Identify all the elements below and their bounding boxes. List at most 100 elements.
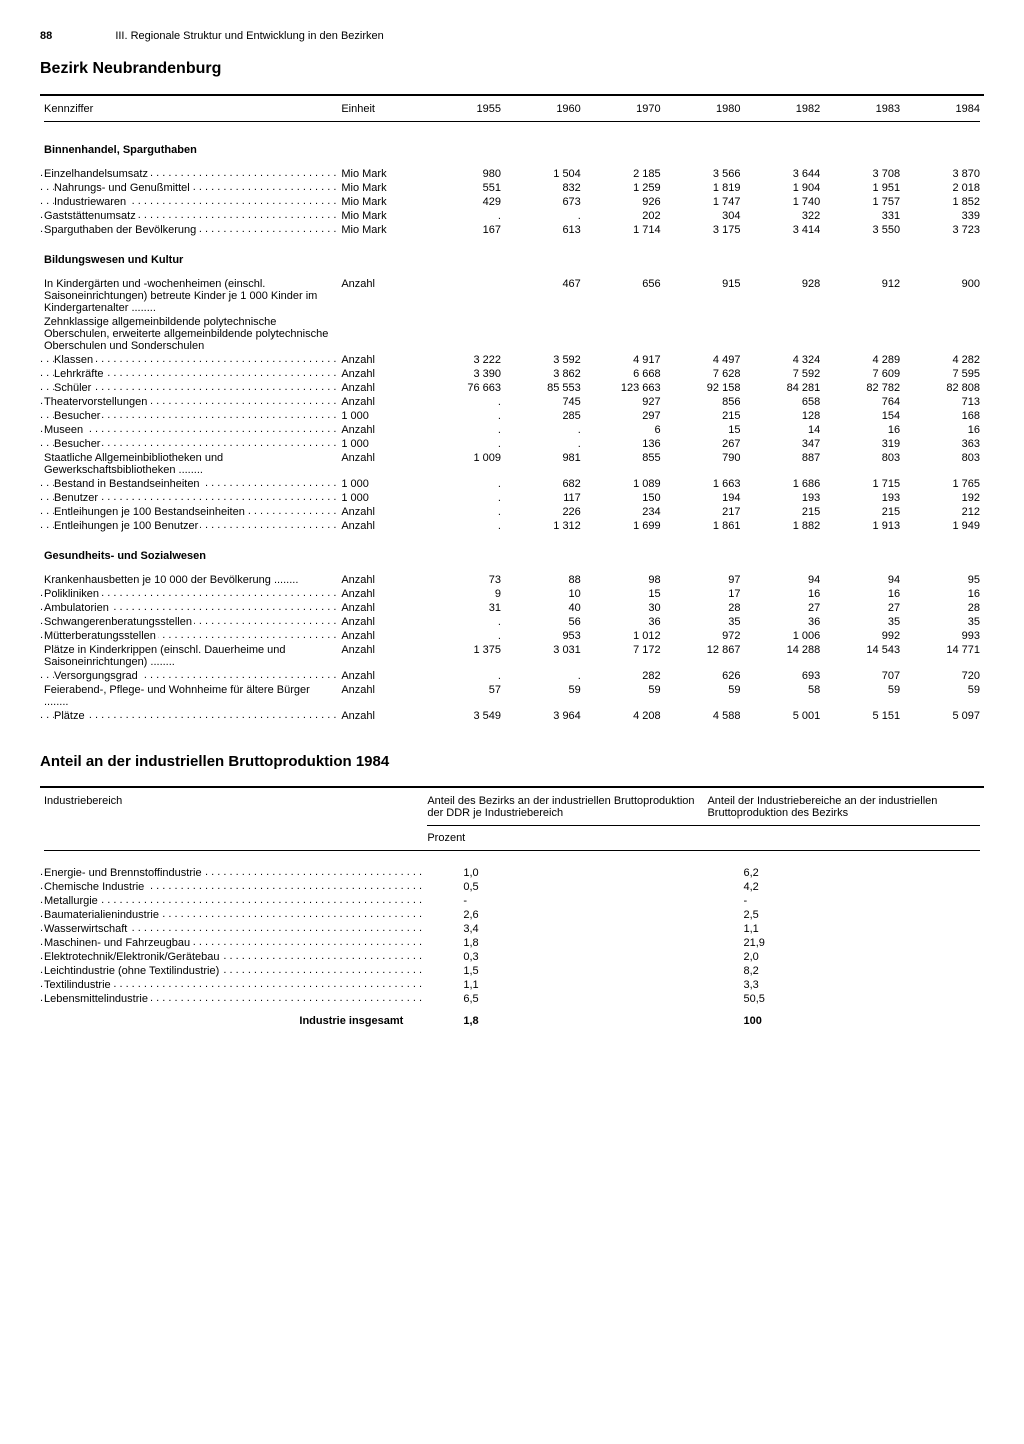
row-unit: Anzahl — [337, 367, 425, 381]
row-label: . . . . . . . . . . . . . . . . . . . . … — [40, 209, 337, 223]
row-unit: Anzahl — [337, 423, 425, 437]
cell: 123 663 — [585, 381, 665, 395]
cell — [665, 315, 745, 353]
page-number: 88 — [40, 30, 52, 42]
cell: 88 — [505, 573, 585, 587]
cell: . — [425, 477, 505, 491]
cell: 980 — [425, 167, 505, 181]
row-unit: Anzahl — [337, 629, 425, 643]
unit-label: Prozent — [423, 831, 984, 845]
cell: 992 — [824, 629, 904, 643]
total-cell: 100 — [703, 1014, 984, 1028]
cell: 1 006 — [744, 629, 824, 643]
cell: 7 609 — [824, 367, 904, 381]
cell: . — [425, 491, 505, 505]
cell: 57 — [425, 683, 505, 709]
cell: 693 — [744, 669, 824, 683]
cell: 927 — [585, 395, 665, 409]
cell: 3 566 — [665, 167, 745, 181]
row-label: . . . . . . . . . . . . . . . . . . . . … — [40, 505, 337, 519]
cell: . — [505, 669, 585, 683]
row-label: . . . . . . . . . . . . . . . . . . . . … — [40, 880, 423, 894]
cell: 35 — [824, 615, 904, 629]
row-label: . . . . . . . . . . . . . . . . . . . . … — [40, 437, 337, 451]
col-industry: Industriebereich — [40, 794, 423, 820]
cell: 658 — [744, 395, 824, 409]
cell: 900 — [904, 277, 984, 315]
cell: 1 852 — [904, 195, 984, 209]
cell: 136 — [585, 437, 665, 451]
cell: 168 — [904, 409, 984, 423]
cell: 150 — [585, 491, 665, 505]
cell: . — [505, 423, 585, 437]
cell: 4 208 — [585, 709, 665, 723]
row-label: . . . . . . . . . . . . . . . . . . . . … — [40, 409, 337, 423]
cell: 215 — [824, 505, 904, 519]
row-label: Plätze in Kinderkrippen (einschl. Dauer­… — [40, 643, 337, 669]
cell: 1 861 — [665, 519, 745, 533]
col-kennziffer: Kennziffer — [40, 102, 337, 116]
row-label: . . . . . . . . . . . . . . . . . . . . … — [40, 353, 337, 367]
cell: 4 497 — [665, 353, 745, 367]
cell: 7 628 — [665, 367, 745, 381]
cell: 347 — [744, 437, 824, 451]
cell: 6 668 — [585, 367, 665, 381]
cell: 4 917 — [585, 353, 665, 367]
col-einheit: Einheit — [337, 102, 425, 116]
cell: 3 031 — [505, 643, 585, 669]
row-unit: Anzahl — [337, 451, 425, 477]
cell: 212 — [904, 505, 984, 519]
row-label: Krankenhausbetten je 10 000 der Bevölker… — [40, 573, 337, 587]
row-label: . . . . . . . . . . . . . . . . . . . . … — [40, 367, 337, 381]
cell: 12 867 — [665, 643, 745, 669]
row-label: . . . . . . . . . . . . . . . . . . . . … — [40, 936, 423, 950]
col-year: 1960 — [505, 102, 585, 116]
cell: 304 — [665, 209, 745, 223]
cell: 3 870 — [904, 167, 984, 181]
row-unit: Anzahl — [337, 277, 425, 315]
cell: 790 — [665, 451, 745, 477]
row-label: Zehnklassige allgemeinbildende poly­tech… — [40, 315, 337, 353]
cell: 215 — [744, 505, 824, 519]
total-label: Industrie insgesamt — [40, 1014, 423, 1028]
cell: 720 — [904, 669, 984, 683]
row-label: . . . . . . . . . . . . . . . . . . . . … — [40, 950, 423, 964]
cell: 1 740 — [744, 195, 824, 209]
row-unit: Anzahl — [337, 381, 425, 395]
cell: 3 175 — [665, 223, 745, 237]
cell: . — [425, 423, 505, 437]
row-unit: Anzahl — [337, 519, 425, 533]
row-label: . . . . . . . . . . . . . . . . . . . . … — [40, 423, 337, 437]
cell: 10 — [505, 587, 585, 601]
cell: 764 — [824, 395, 904, 409]
cell: 5 151 — [824, 709, 904, 723]
cell: 3 964 — [505, 709, 585, 723]
rule — [40, 786, 984, 788]
cell: 3,4 — [423, 922, 703, 936]
cell: 3 414 — [744, 223, 824, 237]
cell: 887 — [744, 451, 824, 477]
row-label: . . . . . . . . . . . . . . . . . . . . … — [40, 709, 337, 723]
cell: 363 — [904, 437, 984, 451]
cell: 5 097 — [904, 709, 984, 723]
cell: 167 — [425, 223, 505, 237]
running-title: III. Regionale Struktur und Entwicklung … — [115, 30, 383, 42]
cell: 59 — [505, 683, 585, 709]
cell: 4,2 — [703, 880, 984, 894]
cell: 656 — [585, 277, 665, 315]
cell: 3 390 — [425, 367, 505, 381]
cell: . — [425, 437, 505, 451]
cell: 1,1 — [423, 978, 703, 992]
row-label: . . . . . . . . . . . . . . . . . . . . … — [40, 587, 337, 601]
cell: 28 — [665, 601, 745, 615]
cell: 28 — [904, 601, 984, 615]
row-unit: Anzahl — [337, 683, 425, 709]
cell: 4 289 — [824, 353, 904, 367]
cell: 3 644 — [744, 167, 824, 181]
cell: 1 699 — [585, 519, 665, 533]
row-label: Feierabend-, Pflege- und Wohnheime für ä… — [40, 683, 337, 709]
table-1: KennzifferEinheit19551960197019801982198… — [40, 102, 984, 723]
cell: 1 009 — [425, 451, 505, 477]
row-label: . . . . . . . . . . . . . . . . . . . . … — [40, 519, 337, 533]
cell: 1 747 — [665, 195, 745, 209]
